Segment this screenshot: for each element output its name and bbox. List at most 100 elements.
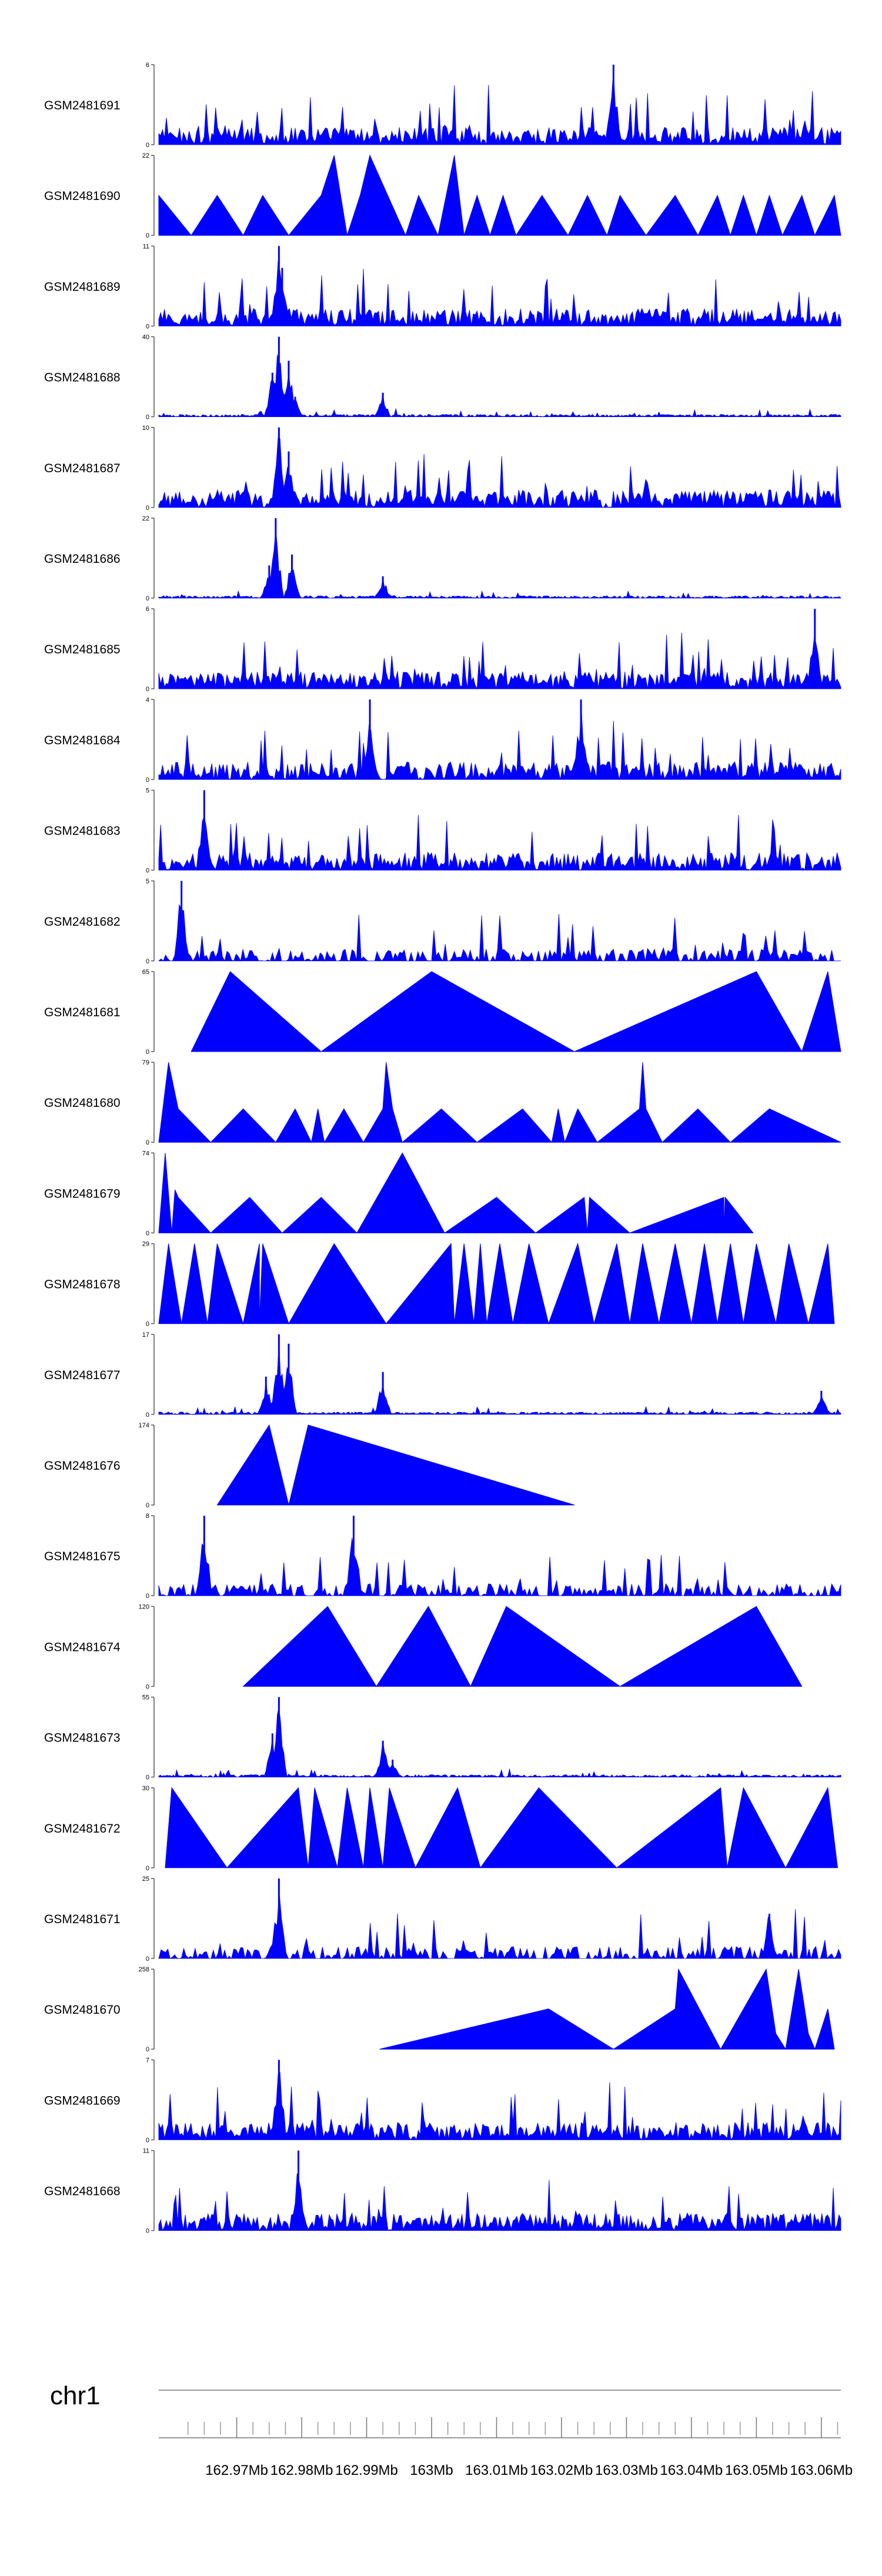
y-tick-label-max: 5 [146,878,149,885]
y-tick-label-max: 10 [142,425,149,432]
track-label: GSM2481690 [44,189,121,203]
y-tick-label-min: 0 [146,1412,149,1419]
y-tick-label-min: 0 [146,686,149,693]
track-label: GSM2481683 [44,825,121,838]
y-tick-label-max: 6 [146,606,149,613]
y-tick-label-min: 0 [146,2137,149,2144]
y-tick-label-max: 29 [142,1241,149,1248]
y-tick-label-max: 7 [146,2057,149,2064]
track-GSM2481688: GSM2481688 40 0 [44,334,841,421]
axis-ticks: 162.97Mb 162.98Mb 162.99Mb 163Mb 163.01Mb 163… [187,2417,853,2478]
track-label: GSM2481679 [44,1187,121,1200]
track-GSM2481682: GSM2481682 5 0 [44,878,841,965]
track-label: GSM2481672 [44,1822,121,1836]
y-tick-label-min: 0 [146,2228,149,2235]
y-tick-label-max: 55 [142,1694,149,1701]
y-tick-label-max: 11 [143,2148,149,2155]
coverage-area [158,1537,841,1597]
y-tick-label-max: 22 [142,515,149,522]
y-tick-label-min: 0 [146,505,149,512]
coverage-area [158,2071,841,2141]
track-GSM2481673: GSM2481673 55 0 [44,1694,841,1781]
y-tick-label-min: 0 [146,1139,149,1146]
track-GSM2481684: GSM2481684 4 0 [44,696,841,783]
track-label: GSM2481686 [44,552,121,566]
coverage-area [158,154,841,236]
track-label: GSM2481691 [44,99,121,112]
track-label: GSM2481671 [44,1913,121,1926]
coverage-area [158,904,841,962]
track-GSM2481683: GSM2481683 5 0 [44,788,841,875]
y-tick-label-max: 74 [142,1150,149,1157]
axis-tick-label: 162.98Mb [270,2462,333,2478]
y-tick-label-min: 0 [146,414,149,421]
y-tick-label-min: 0 [146,595,149,602]
y-tick-label-min: 0 [146,1683,149,1690]
y-tick-label-min: 0 [146,1774,149,1781]
coverage-area [158,528,841,599]
track-GSM2481678: GSM2481678 29 0 [44,1241,835,1328]
coverage-area [165,1787,838,1869]
track-label: GSM2481685 [44,643,121,656]
track-GSM2481675: GSM2481675 8 0 [44,1513,841,1600]
coverage-area [216,1424,575,1506]
track-GSM2481690: GSM2481690 22 0 [44,152,841,239]
y-tick-label-min: 0 [146,2046,149,2053]
y-tick-label-max: 6 [146,62,149,69]
y-tick-label-min: 0 [146,1321,149,1328]
y-tick-label-max: 174 [139,1422,149,1429]
y-tick-label-min: 0 [146,776,149,783]
track-GSM2481680: GSM2481680 79 0 [44,1059,841,1146]
axis-tick-label: 163.04Mb [660,2462,723,2478]
y-tick-label-max: 4 [146,696,149,703]
track-GSM2481679: GSM2481679 74 0 [44,1150,754,1237]
y-tick-label-min: 0 [146,867,149,875]
coverage-area [158,708,841,780]
genome-axis: chr1 162.97Mb 162.98Mb 162.99Mb 163Mb 163.01… [50,2381,853,2478]
track-GSM2481669: GSM2481669 7 0 [44,2057,841,2144]
track-GSM2481671: GSM2481671 25 0 [44,1876,841,1963]
track-label: GSM2481674 [44,1640,121,1654]
track-label: GSM2481680 [44,1096,121,1110]
y-tick-label-min: 0 [146,1593,149,1600]
y-tick-label-max: 40 [142,334,149,341]
axis-tick-label: 163.02Mb [530,2462,593,2478]
y-tick-label-max: 11 [143,243,149,250]
track-label: GSM2481689 [44,280,121,293]
axis-tick-label: 163.03Mb [595,2462,658,2478]
y-tick-label-max: 8 [146,1513,149,1520]
track-GSM2481691: GSM2481691 6 0 [44,62,841,149]
y-tick-label-min: 0 [146,232,149,239]
track-GSM2481686: GSM2481686 22 0 [44,515,841,602]
coverage-area [242,1606,803,1687]
track-label: GSM2481669 [44,2094,121,2107]
axis-tick-label: 163.06Mb [790,2462,853,2478]
track-label: GSM2481676 [44,1459,121,1473]
y-tick-label-min: 0 [146,958,149,965]
coverage-area [191,971,841,1053]
y-tick-label-max: 258 [139,1966,149,1973]
y-tick-label-max: 30 [142,1785,149,1792]
coverage-area [158,71,841,145]
track-label: GSM2481677 [44,1369,121,1382]
axis-tick-label: 163Mb [410,2462,453,2478]
data-tracks: GSM248169160GSM2481690220GSM2481689110GS… [44,62,841,2235]
track-label: GSM2481668 [44,2185,121,2198]
track-label: GSM2481684 [44,733,121,747]
axis-tick-label: 162.97Mb [205,2462,268,2478]
chromosome-label: chr1 [50,2381,101,2410]
track-GSM2481689: GSM2481689 11 0 [44,243,841,330]
coverage-area [158,1707,841,1778]
track-label: GSM2481688 [44,371,121,385]
coverage-area [158,354,841,418]
track-label: GSM2481682 [44,915,121,929]
track-GSM2481676: GSM2481676 174 0 [44,1422,575,1509]
coverage-area [158,1062,841,1143]
track-GSM2481668: GSM2481668 11 0 [44,2148,841,2235]
y-tick-label-min: 0 [146,1230,149,1237]
track-GSM2481672: GSM2481672 30 0 [44,1785,838,1872]
axis-tick-label: 163.05Mb [725,2462,788,2478]
y-tick-label-min: 0 [146,1502,149,1509]
track-label: GSM2481687 [44,462,121,475]
axis-tick-label: 162.99Mb [335,2462,398,2478]
